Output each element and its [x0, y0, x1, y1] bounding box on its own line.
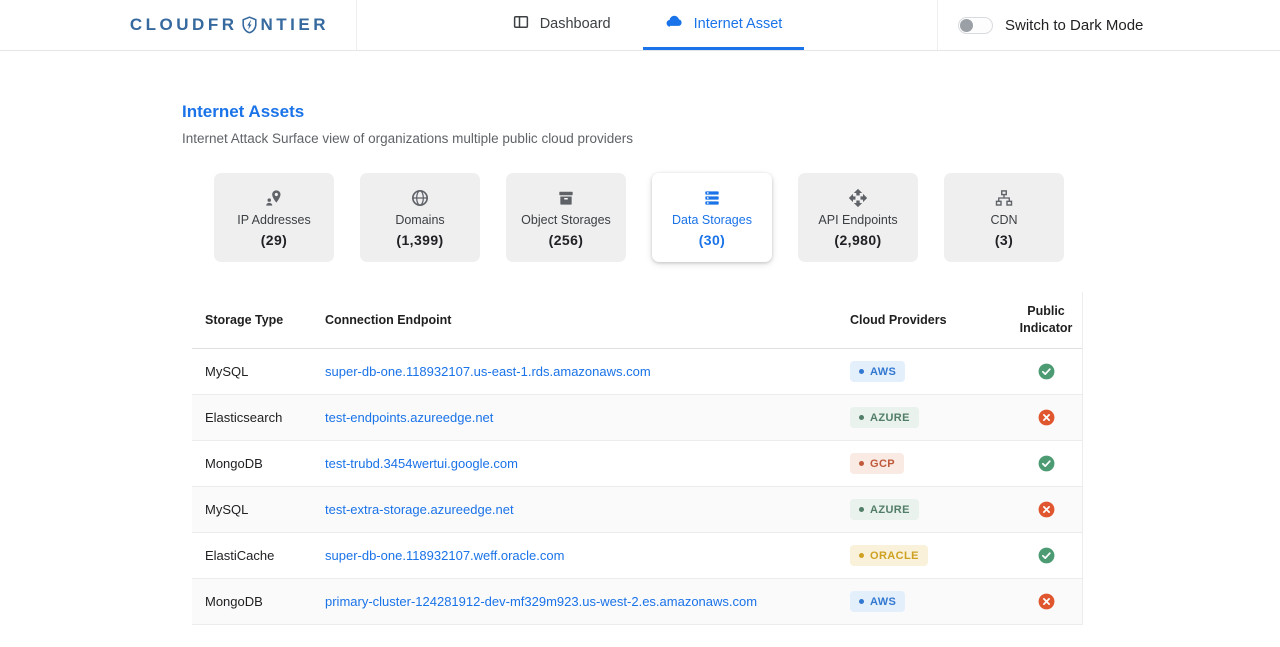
storage-type-cell: MongoDB	[205, 594, 263, 609]
table-row: ElastiCache super-db-one.118932107.weff.…	[192, 533, 1082, 579]
main-nav: Dashboard Internet Asset	[357, 0, 938, 50]
asset-card-count: (29)	[260, 231, 288, 248]
col-header-cloud-providers: Cloud Providers	[850, 313, 947, 327]
tab-label: Internet Asset	[693, 15, 783, 32]
table-row: Elasticsearch test-endpoints.azureedge.n…	[192, 395, 1082, 441]
provider-dot-icon	[859, 507, 864, 512]
table-row: MongoDB test-trubd.3454wertui.google.com…	[192, 441, 1082, 487]
logo-text-left: CLOUDFR	[129, 15, 238, 34]
toggle-knob	[960, 18, 973, 32]
object-storages-icon	[556, 188, 576, 208]
table-header-row: Storage Type Connection Endpoint Cloud P…	[192, 292, 1082, 349]
public-check-icon	[1037, 362, 1056, 381]
provider-label: GCP	[870, 457, 896, 470]
col-header-connection-endpoint: Connection Endpoint	[325, 313, 452, 327]
endpoint-link[interactable]: test-extra-storage.azureedge.net	[325, 502, 514, 517]
provider-badge: AZURE	[850, 499, 919, 520]
asset-card-label: API Endpoints	[818, 212, 898, 227]
endpoint-link[interactable]: primary-cluster-124281912-dev-mf329m923.…	[325, 594, 758, 609]
provider-dot-icon	[859, 553, 864, 558]
table-row: MySQL super-db-one.118932107.us-east-1.r…	[192, 349, 1082, 395]
provider-dot-icon	[859, 369, 864, 374]
endpoint-link[interactable]: test-trubd.3454wertui.google.com	[325, 456, 518, 471]
provider-dot-icon	[859, 415, 864, 420]
cdn-icon	[994, 188, 1014, 208]
asset-card-count: (1,399)	[396, 231, 444, 248]
provider-badge: AZURE	[850, 407, 919, 428]
dark-mode-toggle[interactable]	[958, 16, 993, 34]
endpoint-link[interactable]: super-db-one.118932107.us-east-1.rds.ama…	[325, 364, 651, 379]
public-cross-icon	[1037, 592, 1056, 611]
storage-type-cell: ElastiCache	[205, 548, 275, 563]
asset-card-count: (30)	[698, 231, 726, 248]
logo-text-right: NTIER	[260, 15, 329, 34]
ip-addresses-icon	[264, 188, 284, 208]
tab-label: Dashboard	[539, 15, 611, 32]
provider-badge: AWS	[850, 361, 906, 382]
data-storages-table: Storage Type Connection Endpoint Cloud P…	[192, 292, 1083, 625]
endpoint-link[interactable]: test-endpoints.azureedge.net	[325, 410, 494, 425]
domains-icon	[410, 188, 430, 208]
asset-card-row: IP Addresses (29) Domains (1,399) Object…	[214, 173, 1280, 262]
public-check-icon	[1037, 546, 1056, 565]
page-heading: Internet Assets Internet Attack Surface …	[182, 102, 1280, 146]
endpoint-link[interactable]: super-db-one.118932107.weff.oracle.com	[325, 548, 565, 563]
dark-mode-label: Switch to Dark Mode	[1005, 16, 1144, 34]
provider-badge: GCP	[850, 453, 905, 474]
tab-dashboard[interactable]: Dashboard	[490, 0, 633, 50]
provider-label: AZURE	[870, 503, 910, 516]
asset-card-count: (3)	[994, 231, 1014, 248]
provider-label: ORACLE	[870, 549, 919, 562]
top-bar: CLOUDFR NTIER Dashboard	[0, 0, 1280, 51]
asset-card-label: Object Storages	[521, 212, 611, 227]
storage-type-cell: MySQL	[205, 502, 249, 517]
asset-card-object-storages[interactable]: Object Storages (256)	[506, 173, 626, 262]
storage-type-cell: MySQL	[205, 364, 249, 379]
tab-internet-asset[interactable]: Internet Asset	[642, 0, 805, 50]
provider-badge: ORACLE	[850, 545, 928, 566]
col-header-storage-type: Storage Type	[205, 313, 284, 327]
provider-dot-icon	[859, 599, 864, 604]
data-storages-icon	[702, 188, 722, 208]
storage-type-cell: Elasticsearch	[205, 410, 283, 425]
page-title: Internet Assets	[182, 102, 305, 121]
storage-type-cell: MongoDB	[205, 456, 263, 471]
asset-card-count: (2,980)	[834, 231, 882, 248]
asset-card-label: Domains	[395, 212, 445, 227]
asset-card-label: CDN	[990, 212, 1018, 227]
provider-dot-icon	[859, 461, 864, 466]
provider-badge: AWS	[850, 591, 906, 612]
shield-bolt-icon	[239, 15, 260, 36]
asset-card-label: IP Addresses	[237, 212, 311, 227]
logo-section: CLOUDFR NTIER	[0, 0, 357, 50]
page-subtitle: Internet Attack Surface view of organiza…	[182, 131, 633, 146]
asset-card-count: (256)	[548, 231, 584, 248]
asset-card-cdn[interactable]: CDN (3)	[944, 173, 1064, 262]
dashboard-icon	[512, 13, 530, 35]
asset-card-api-endpoints[interactable]: API Endpoints (2,980)	[798, 173, 918, 262]
table-row: MongoDB primary-cluster-124281912-dev-mf…	[192, 579, 1082, 625]
asset-card-data-storages[interactable]: Data Storages (30)	[652, 173, 772, 262]
cloud-icon	[665, 12, 684, 35]
theme-section: Switch to Dark Mode	[938, 0, 1280, 50]
provider-label: AWS	[870, 365, 897, 378]
asset-card-label: Data Storages	[672, 212, 752, 227]
api-endpoints-icon	[848, 188, 868, 208]
table-row: MySQL test-extra-storage.azureedge.net A…	[192, 487, 1082, 533]
public-cross-icon	[1037, 500, 1056, 519]
provider-label: AZURE	[870, 411, 910, 424]
public-cross-icon	[1037, 408, 1056, 427]
public-check-icon	[1037, 454, 1056, 473]
app-logo[interactable]: CLOUDFR NTIER	[130, 15, 329, 36]
asset-card-ip-addresses[interactable]: IP Addresses (29)	[214, 173, 334, 262]
provider-label: AWS	[870, 595, 897, 608]
col-header-public-indicator: Public Indicator	[1019, 304, 1073, 335]
asset-card-domains[interactable]: Domains (1,399)	[360, 173, 480, 262]
